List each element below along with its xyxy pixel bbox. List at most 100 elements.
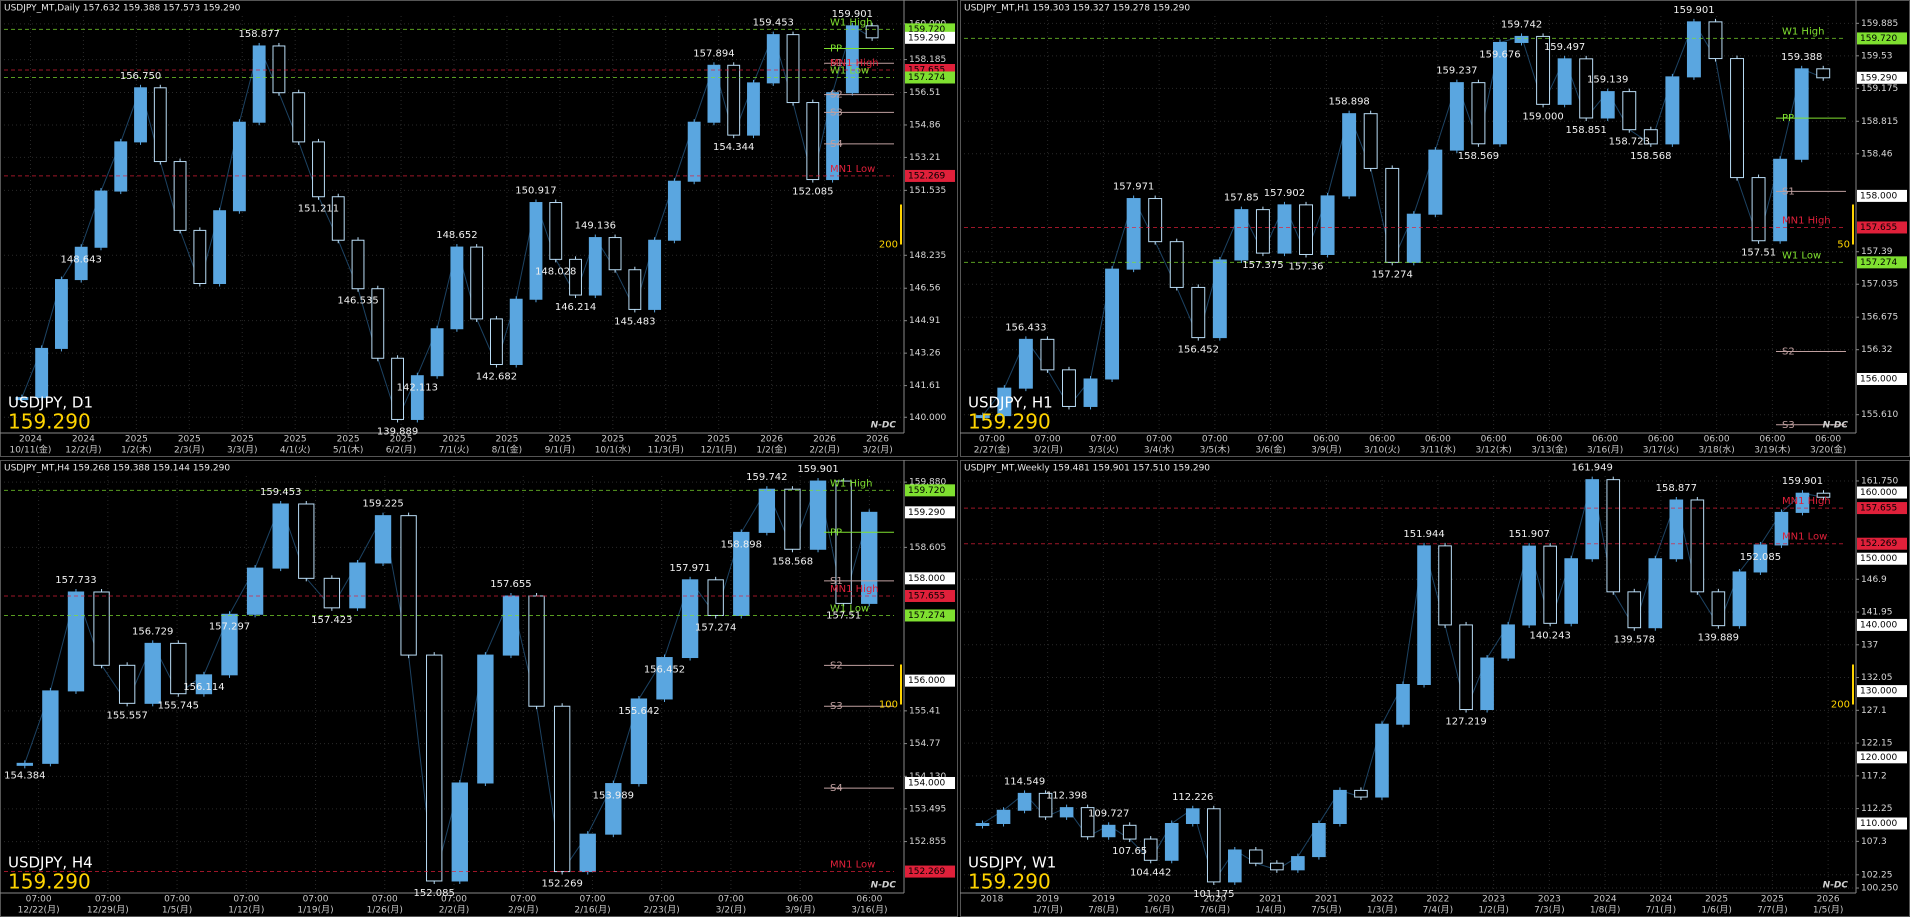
level-label: W1 Low [1782, 250, 1821, 261]
candle [1083, 378, 1098, 407]
price-tick-label: 157.39 [1861, 247, 1893, 257]
time-label: 3/10(火) [1364, 445, 1400, 456]
price-tag-label: 157.655 [1860, 223, 1897, 233]
candle [784, 488, 801, 550]
swing-label: 152.085 [1740, 552, 1781, 563]
time-label: 2020 [1148, 895, 1171, 905]
candle [1164, 823, 1179, 861]
price-tag [1857, 486, 1907, 499]
swing-label: 159.388 [1781, 52, 1822, 63]
candle [450, 246, 464, 330]
candle [1686, 21, 1701, 78]
price-tick-label: 112.25 [1861, 804, 1893, 814]
time-label: 2025 [548, 435, 571, 445]
swing-label: 157.297 [209, 621, 250, 632]
time-label: 2025 [707, 435, 730, 445]
time-label: 5/1(木) [333, 444, 364, 456]
candle [477, 654, 494, 784]
time-label: 3/11(水) [1420, 444, 1456, 456]
swing-label: 156.433 [1005, 322, 1046, 333]
price-tag [905, 589, 955, 602]
candle [1606, 479, 1621, 593]
level-label: PP [830, 527, 842, 538]
swing-label: 156.750 [120, 71, 161, 82]
candle [786, 34, 800, 104]
price-tick-label: 154.86 [909, 120, 941, 130]
candle [628, 269, 642, 310]
candle [1543, 545, 1557, 624]
price-tag [905, 572, 955, 585]
candle [1730, 58, 1744, 179]
time-label: 3/20(金) [1810, 444, 1846, 456]
swing-label: 156.114 [183, 682, 224, 693]
price-tick-label: 154.130 [909, 772, 946, 782]
price-tick-label: 158.605 [909, 543, 946, 553]
swing-label: 158.851 [1565, 125, 1606, 136]
price-tag [905, 609, 955, 622]
candle [656, 657, 673, 700]
price-tag [1857, 751, 1907, 764]
price-tick-label: 156.51 [909, 88, 941, 98]
current-price: 159.290 [968, 870, 1051, 894]
time-label: 2026 [760, 435, 783, 445]
level-label: MN1 Low [830, 860, 875, 871]
candle [1185, 808, 1200, 824]
swing-label: 139.889 [1698, 633, 1739, 644]
candle [173, 161, 187, 231]
level-label: W1 High [830, 478, 872, 489]
header-bg [1, 461, 331, 474]
candle [67, 591, 85, 692]
swing-label: 152.085 [792, 187, 833, 198]
time-label: 07:00 [26, 895, 52, 905]
time-label: 3/12(木) [1476, 444, 1512, 456]
price-tick-label: 155.610 [1861, 410, 1898, 420]
candle [1312, 823, 1326, 858]
level-label: MN1 Low [1782, 532, 1827, 543]
price-tag-label: 157.274 [908, 611, 945, 621]
candle [272, 45, 286, 94]
time-label: 3/3(火) [1088, 445, 1119, 456]
candle [1585, 479, 1600, 560]
candle [809, 480, 827, 550]
candle [1148, 198, 1163, 243]
level-label: W1 High [830, 17, 872, 28]
time-label: 8/1(金) [492, 444, 523, 456]
candle [975, 415, 990, 419]
time-label: 3/5(木) [1200, 444, 1231, 456]
candle [1143, 838, 1158, 861]
time-label: 07:00 [1202, 435, 1228, 445]
close-line [982, 20, 1824, 416]
candle [1816, 68, 1831, 79]
price-tick-label: 156.675 [1861, 313, 1898, 323]
time-label: 12/22(月) [18, 905, 60, 916]
candle [1579, 58, 1594, 119]
level-label: S1 [830, 576, 843, 587]
candle [1299, 204, 1313, 255]
price-tick-label: 148.235 [909, 251, 946, 261]
candle [1816, 492, 1831, 498]
price-tag [905, 484, 955, 497]
swing-label: 158.568 [772, 556, 813, 567]
time-label: 2018 [980, 895, 1003, 905]
price-tag [905, 776, 955, 789]
price-tick-label: 137 [1861, 640, 1878, 650]
time-label: 1/8(月) [1590, 905, 1621, 916]
level-label: MN1 High [1782, 215, 1831, 226]
candle [667, 180, 681, 241]
side-note: 200 [1831, 700, 1850, 711]
price-tag-label: 110.000 [1860, 819, 1897, 829]
symbol-label: USDJPY, W1 [968, 854, 1056, 872]
price-tag-label: 152.269 [1860, 539, 1897, 549]
candle [727, 64, 741, 136]
time-label: 2023 [1538, 895, 1561, 905]
swing-label: 155.557 [106, 710, 147, 721]
swing-label: 151.907 [1508, 529, 1549, 540]
swing-label: 157.655 [490, 579, 531, 590]
swing-label: 155.642 [618, 706, 659, 717]
price-tick-label: 158.46 [1861, 149, 1893, 159]
swing-label: 148.028 [535, 266, 576, 277]
price-tag-label: 120.000 [1860, 753, 1897, 763]
candle [648, 239, 662, 310]
candle [1291, 856, 1305, 871]
